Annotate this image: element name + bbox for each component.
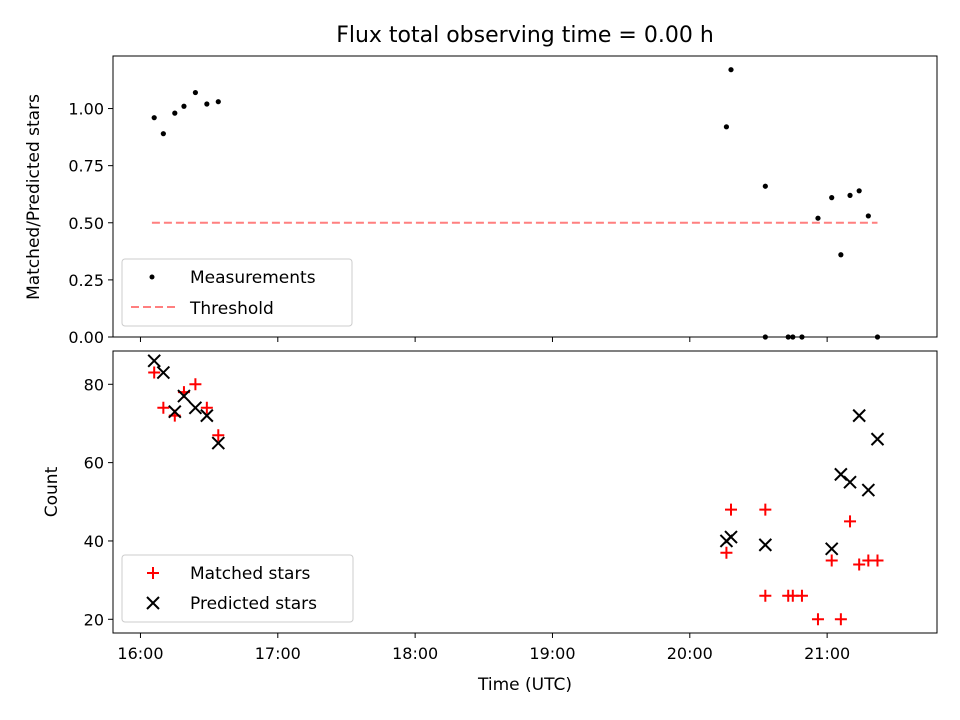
top-y-axis: 0.00 0.25 0.50 0.75 1.00 [68, 100, 113, 347]
matched-star-point [871, 554, 884, 567]
x-tick-label: 21:00 [804, 644, 850, 663]
predicted-star-point [211, 436, 225, 450]
legend-matched-marker [147, 567, 159, 579]
measurement-point [790, 334, 796, 340]
matched-star-point [834, 613, 847, 626]
measurement-point [192, 89, 198, 96]
bottom-plot-frame [112, 350, 938, 634]
predicted-star-point [843, 475, 857, 489]
measurement-point [856, 188, 862, 194]
predicted-star-point [861, 483, 876, 497]
measurement-point [160, 131, 166, 137]
bottom-y-tick-label: 60 [84, 454, 104, 473]
predicted-star-point [852, 408, 866, 423]
top-plot: 0.00 0.25 0.50 0.75 1.00 Matched/Predicted s… [24, 55, 938, 347]
measurement-point [723, 124, 730, 130]
top-y-tick-label: 0.25 [68, 271, 104, 290]
matched-star-point [720, 546, 733, 559]
top-plot-marks [151, 67, 881, 340]
top-plot-frame [112, 55, 938, 338]
measurement-point [215, 99, 221, 105]
matched-star-point [853, 558, 866, 571]
matched-star-point [795, 589, 808, 602]
matched-star-point [844, 515, 857, 528]
bottom-y-tick-label: 40 [84, 532, 104, 551]
measurement-point [762, 183, 768, 189]
predicted-star-point [200, 408, 214, 423]
legend-measurements-marker [149, 274, 155, 280]
predicted-star-point [156, 365, 171, 380]
top-x-axis [139, 337, 828, 342]
top-y-tick-label: 1.00 [68, 100, 104, 119]
matched-star-point [148, 366, 161, 379]
predicted-star-point [724, 530, 738, 544]
measurement-point [181, 103, 187, 109]
predicted-star-point [168, 405, 182, 419]
bottom-y-axis: 20 40 60 80 [84, 375, 113, 629]
measurement-point [204, 101, 210, 107]
top-legend: Measurements Threshold [121, 258, 353, 327]
predicted-star-point [758, 538, 773, 552]
matched-star-point [157, 401, 170, 414]
top-y-tick-label: 0.50 [68, 214, 104, 233]
legend-predicted-marker [146, 596, 160, 610]
matched-star-point [811, 613, 824, 626]
top-y-axis-label: Matched/Predicted stars [24, 94, 44, 300]
matched-star-point [212, 429, 225, 442]
matched-star-point [189, 378, 202, 391]
measurement-point [151, 115, 157, 121]
measurement-point [762, 334, 768, 340]
bottom-y-axis-label: Count [42, 466, 62, 517]
legend-predicted-label: Predicted stars [190, 594, 317, 614]
matched-star-point [759, 589, 772, 602]
bottom-plot-marks [147, 354, 885, 626]
bottom-y-tick-label: 20 [84, 610, 104, 629]
predicted-star-point [188, 401, 203, 415]
matched-star-point [200, 401, 213, 414]
x-axis-label: Time (UTC) [477, 675, 572, 695]
measurement-point [799, 334, 805, 340]
bottom-y-tick-label: 80 [84, 375, 104, 394]
top-legend-box [121, 258, 353, 327]
predicted-star-point [825, 542, 839, 556]
bottom-legend: Matched stars Predicted stars [121, 554, 354, 623]
measurement-point [829, 195, 835, 201]
legend-measurements-label: Measurements [190, 268, 316, 288]
matched-star-point [825, 554, 838, 567]
matched-star-point [725, 503, 737, 516]
matched-star-point [759, 503, 772, 516]
top-y-tick-label: 0.75 [68, 157, 104, 176]
predicted-star-point [870, 432, 885, 446]
measurement-point [865, 213, 871, 219]
predicted-star-point [177, 389, 191, 403]
x-tick-label: 17:00 [255, 644, 301, 663]
measurement-point [847, 192, 853, 198]
measurement-point [785, 334, 791, 340]
measurement-point [728, 67, 734, 73]
measurement-point [172, 110, 178, 116]
measurement-point [874, 334, 881, 340]
x-tick-label: 16:00 [117, 644, 163, 663]
measurement-point [838, 252, 844, 258]
legend-threshold-label: Threshold [189, 299, 274, 319]
predicted-star-point [147, 354, 161, 368]
chart-title: Flux total observing time = 0.00 h [336, 23, 714, 48]
x-tick-label: 20:00 [667, 644, 713, 663]
legend-matched-label: Matched stars [190, 564, 310, 584]
bottom-x-axis: 16:00 17:00 18:00 19:00 20:00 21:00 [117, 633, 850, 663]
bottom-legend-box [121, 554, 354, 623]
x-tick-label: 19:00 [529, 644, 575, 663]
x-tick-label: 18:00 [392, 644, 438, 663]
top-y-tick-label: 0.00 [68, 328, 104, 347]
measurement-point [815, 215, 821, 221]
